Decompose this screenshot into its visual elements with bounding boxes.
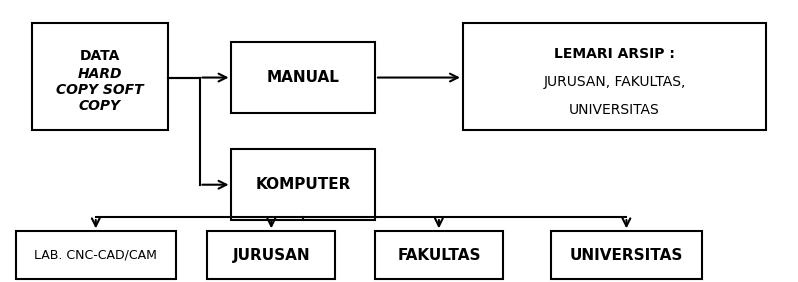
FancyBboxPatch shape [16, 231, 176, 279]
FancyBboxPatch shape [32, 23, 168, 130]
FancyBboxPatch shape [231, 42, 375, 113]
Text: KOMPUTER: KOMPUTER [255, 177, 351, 192]
Text: UNIVERSITAS: UNIVERSITAS [569, 103, 660, 117]
Text: MANUAL: MANUAL [267, 70, 340, 85]
Text: JURUSAN, FAKULTAS,: JURUSAN, FAKULTAS, [543, 75, 685, 89]
FancyBboxPatch shape [231, 149, 375, 220]
Text: UNIVERSITAS: UNIVERSITAS [570, 248, 683, 263]
Text: JURUSAN: JURUSAN [232, 248, 310, 263]
FancyBboxPatch shape [207, 231, 335, 279]
Text: FAKULTAS: FAKULTAS [397, 248, 480, 263]
Text: LAB. CNC-CAD/CAM: LAB. CNC-CAD/CAM [34, 249, 157, 262]
FancyBboxPatch shape [463, 23, 766, 130]
Text: DATA: DATA [80, 49, 120, 63]
Text: LEMARI ARSIP :: LEMARI ARSIP : [554, 47, 675, 61]
Text: HARD
COPY SOFT
COPY: HARD COPY SOFT COPY [56, 67, 144, 113]
FancyBboxPatch shape [551, 231, 702, 279]
FancyBboxPatch shape [375, 231, 503, 279]
